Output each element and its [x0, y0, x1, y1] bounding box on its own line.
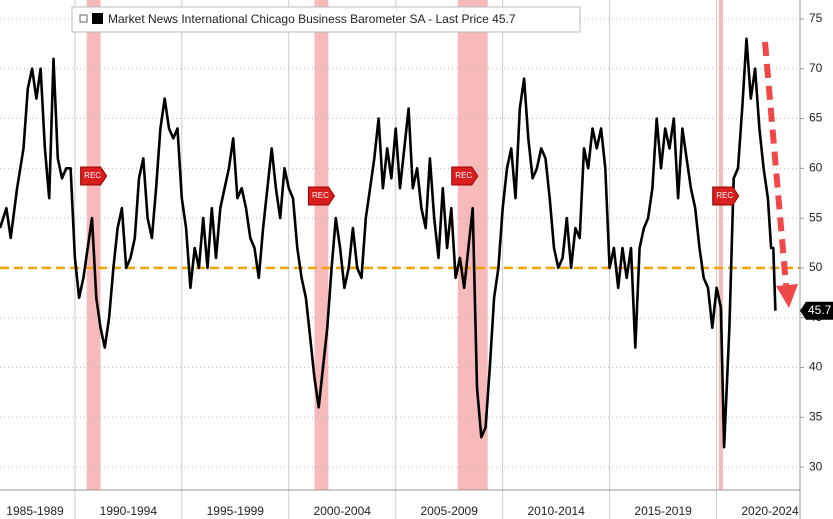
flag-label: REC [312, 191, 329, 200]
y-tick-label: 30 [809, 459, 823, 473]
x-tick-label: 2005-2009 [421, 504, 479, 518]
y-tick-label: 60 [809, 160, 823, 174]
arrow-shaft [762, 41, 789, 286]
x-tick-label: 1990-1994 [100, 504, 158, 518]
legend-box [71, 6, 581, 33]
x-tick-label: 2020-2024 [741, 504, 799, 518]
series-line [0, 37, 777, 449]
y-tick-label: 75 [809, 11, 823, 25]
legend-label: Market News International Chicago Busine… [108, 12, 516, 26]
x-tick-label: 2000-2004 [314, 504, 372, 518]
recession-flag: REC [80, 166, 108, 186]
y-tick-label: 35 [809, 409, 823, 423]
y-tick-label: 40 [809, 360, 823, 374]
trend-arrow [762, 41, 798, 308]
legend-swatch [92, 13, 103, 24]
flag-label: REC [455, 171, 472, 180]
flag-shape [712, 186, 740, 206]
recession-flag: REC [712, 186, 740, 206]
y-tick-label: 55 [809, 210, 823, 224]
recession-band [718, 0, 723, 490]
flag-label: REC [84, 171, 101, 180]
last-value-label: 45.7 [808, 303, 832, 317]
recession-flag: REC [307, 186, 336, 206]
flag-shape [307, 186, 336, 206]
x-tick-label: 2010-2014 [527, 504, 585, 518]
recession-band [314, 0, 329, 490]
plot-layer: REC REC REC REC [0, 37, 800, 449]
flag-shape [80, 166, 108, 186]
last-value-box [800, 301, 833, 320]
x-tick-label: 1995-1999 [207, 504, 265, 518]
legend: Market News International Chicago Busine… [71, 6, 581, 33]
x-tick-label: 1985-1989 [6, 504, 64, 518]
flag-label: REC [716, 191, 733, 200]
legend-toggle [79, 14, 88, 23]
arrow-head [776, 284, 798, 308]
recession-flag: REC [451, 166, 479, 186]
x-tick-label: 2015-2019 [634, 504, 692, 518]
y-tick-label: 50 [809, 260, 823, 274]
flag-shape [451, 166, 479, 186]
y-tick-label: 70 [809, 61, 823, 75]
y-tick-label: 65 [809, 111, 823, 125]
